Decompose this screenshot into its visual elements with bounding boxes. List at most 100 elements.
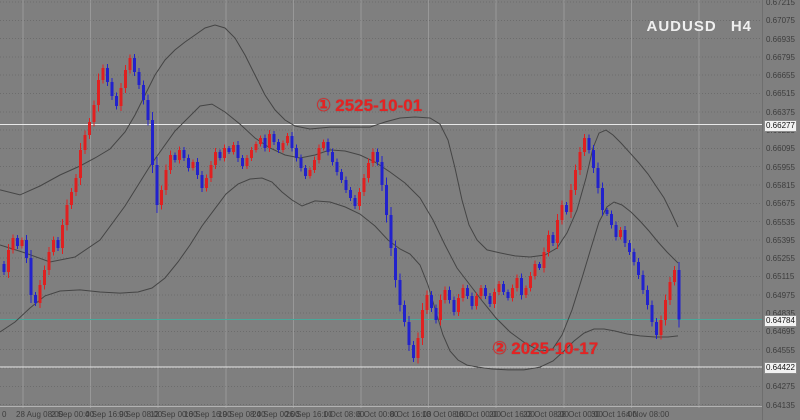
chart-plot-area[interactable] — [0, 0, 762, 408]
candle-body — [452, 300, 456, 312]
candle-body — [7, 249, 10, 272]
candle-body — [214, 152, 217, 165]
annotation-1[interactable]: ① 2525-10-01 — [316, 95, 422, 116]
price-tick-label: 0.64555 — [766, 346, 795, 355]
candle-body — [2, 264, 6, 273]
candle-body — [169, 155, 172, 170]
candle-body — [65, 205, 69, 225]
candle-body — [389, 215, 393, 248]
price-level-box: 0.64422 — [764, 362, 797, 374]
time-tick-label: 24 Sep 00:00 — [252, 410, 300, 419]
candle-body — [673, 269, 676, 282]
candle-body — [344, 180, 348, 190]
candle-body — [308, 169, 312, 176]
candle-body — [101, 68, 105, 80]
candle-body — [128, 58, 132, 70]
candle-body — [583, 138, 586, 152]
candle-body — [218, 152, 222, 158]
candle-body — [376, 152, 379, 162]
candle-body — [367, 163, 370, 178]
candle-body — [277, 142, 280, 150]
candle-body — [497, 283, 501, 292]
candle-body — [502, 283, 505, 292]
price-level-box: 0.64784 — [764, 315, 797, 327]
candle-body — [191, 162, 195, 168]
candle-body — [556, 220, 559, 243]
candle-body — [610, 214, 613, 225]
time-tick-label: 28 Aug 08:00 — [16, 410, 64, 419]
annotation-2[interactable]: ② 2025-10-17 — [492, 338, 598, 359]
time-tick-label: 16 Sep 16:00 — [184, 410, 232, 419]
candle-body — [322, 142, 325, 148]
time-tick-label: 4 Sep 16:00 — [85, 410, 129, 419]
price-tick-label: 0.65955 — [766, 163, 795, 172]
candle-body — [416, 338, 420, 358]
candle-body — [151, 120, 154, 165]
candle-body — [236, 145, 240, 159]
candle-body — [542, 252, 546, 268]
price-tick-label: 0.65535 — [766, 218, 795, 227]
candle-body — [614, 225, 618, 237]
candle-body — [272, 134, 276, 142]
candle-body — [565, 205, 568, 213]
price-level-box: 0.66277 — [764, 120, 797, 132]
price-tick-label: 0.65815 — [766, 181, 795, 190]
candle-body — [547, 235, 550, 252]
candle-body — [70, 192, 73, 205]
time-axis[interactable]: 0 28 Aug 08:00 2 Sep 00:00 4 Sep 16:00 9 Sep… — [0, 406, 762, 420]
candle-body — [371, 152, 375, 163]
price-axis[interactable]: 0.67215 0.67075 0.66935 0.66795 0.66655 0.665… — [762, 0, 800, 420]
candle-body — [412, 345, 415, 359]
time-tick-label: 9 Sep 08:00 — [119, 410, 163, 419]
time-tick-label: 28 Oct 00:00 — [557, 410, 603, 419]
candle-body — [439, 300, 442, 320]
candle-body — [430, 295, 433, 308]
candle-body — [38, 285, 42, 303]
time-tick-label: 1 Oct 08:00 — [323, 410, 365, 419]
candle-body — [515, 278, 519, 288]
candle-body — [560, 205, 564, 220]
candle-body — [335, 162, 339, 173]
time-tick-label: 26 Sep 16:00 — [285, 410, 333, 419]
candle-body — [632, 252, 636, 262]
time-tick-label: 20 Oct 16:00 — [489, 410, 535, 419]
candle-body — [493, 292, 496, 304]
candle-body — [142, 85, 145, 100]
price-tick-label: 0.65115 — [766, 272, 795, 281]
price-tick-label: 0.66515 — [766, 89, 795, 98]
candle-body — [295, 148, 298, 159]
time-tick-label: 4 Nov 08:00 — [626, 410, 670, 419]
candle-body — [398, 280, 402, 305]
candle-body — [223, 148, 226, 159]
candle-body — [488, 295, 492, 304]
price-tick-label: 0.67215 — [766, 0, 795, 7]
chart-title: AUDUSD H4 — [646, 18, 752, 35]
price-tick-label: 0.64695 — [766, 327, 795, 336]
candle-body — [25, 240, 28, 258]
price-tick-label: 0.65675 — [766, 199, 795, 208]
candle-body — [110, 82, 114, 96]
candle-body — [290, 135, 294, 148]
time-tick-label: 8 Oct 16:00 — [390, 410, 432, 419]
candle-body — [443, 289, 447, 300]
candle-body — [268, 134, 271, 148]
candle-body — [241, 158, 244, 166]
candle-body — [551, 235, 555, 243]
candle-body — [340, 172, 343, 180]
candle-body — [466, 288, 469, 296]
candle-body — [263, 138, 267, 148]
candle-body — [133, 58, 136, 72]
candle-body — [79, 149, 82, 178]
candle-body — [605, 209, 609, 214]
candle-body — [52, 240, 55, 252]
candle-body — [124, 69, 127, 88]
candle-body — [313, 160, 316, 170]
candle-body — [650, 305, 654, 322]
price-tick-label: 0.65395 — [766, 236, 795, 245]
candle-body — [475, 295, 478, 306]
candle-body — [574, 169, 577, 190]
candle-body — [115, 95, 118, 106]
candle-body — [587, 138, 591, 150]
candle-body — [358, 192, 361, 206]
circled-1-icon: ① — [316, 95, 332, 115]
